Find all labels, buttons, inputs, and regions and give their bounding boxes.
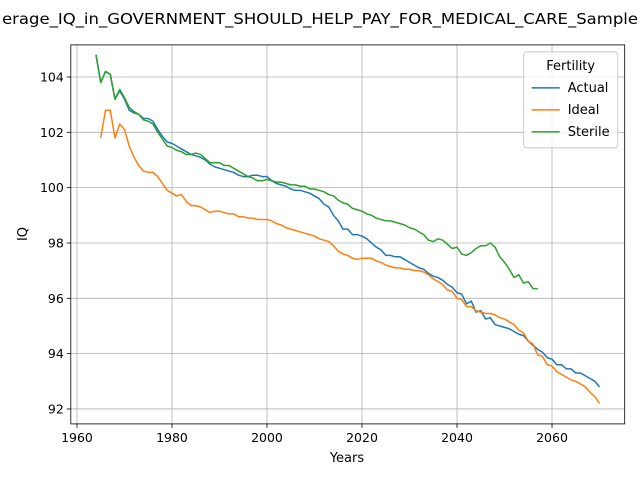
- series-line: [99, 109, 601, 404]
- x-tick-label: 1980: [156, 430, 188, 445]
- y-tick-label: 92: [48, 401, 64, 416]
- x-axis-label: Years: [329, 451, 365, 466]
- legend-box: [523, 51, 619, 149]
- x-tick-label: 1960: [61, 430, 93, 445]
- x-tick-label: 2040: [441, 430, 473, 445]
- y-tick-label: 98: [48, 235, 64, 250]
- series-line: [95, 54, 601, 388]
- legend: Fertility Actual Ideal Sterile: [523, 51, 619, 149]
- chart-title: erage_IQ_in_GOVERNMENT_SHOULD_HELP_PAY_F…: [2, 10, 638, 29]
- legend-label: Sterile: [568, 125, 610, 140]
- y-axis-label: IQ: [16, 227, 31, 241]
- x-tick-label: 2000: [251, 430, 283, 445]
- axes-frame: [70, 44, 626, 425]
- y-tick-label: 104: [40, 69, 64, 84]
- y-tick-label: 100: [40, 180, 64, 195]
- series-line: [95, 54, 538, 290]
- y-tick-label: 94: [48, 346, 64, 361]
- x-tick-label: 2060: [536, 430, 568, 445]
- legend-label: Ideal: [568, 103, 600, 118]
- legend-label: Actual: [568, 81, 609, 96]
- y-tick-label: 96: [48, 291, 64, 306]
- x-tick-label: 2020: [346, 430, 378, 445]
- y-tick-label: 102: [40, 125, 64, 140]
- legend-title: Fertility: [546, 59, 595, 74]
